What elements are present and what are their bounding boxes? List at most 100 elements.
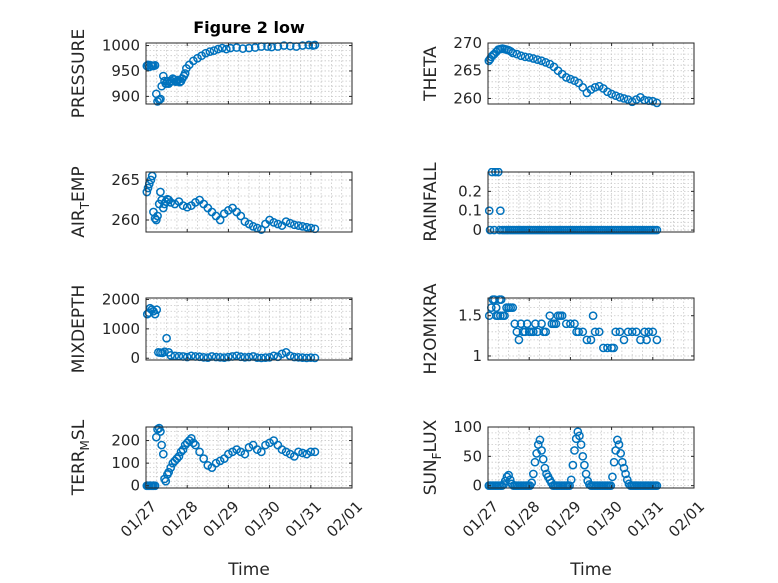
data-point: [609, 343, 619, 353]
data-point: [619, 463, 629, 473]
y-tick-label: 0: [472, 477, 482, 495]
x-tick-label: 01/30: [583, 498, 626, 541]
data-point: [508, 48, 518, 58]
data-point: [213, 44, 223, 54]
data-point: [615, 93, 625, 102]
grid-lines: [146, 298, 352, 360]
data-point: [310, 40, 320, 50]
data-point: [298, 222, 307, 231]
y-tick-label: 100: [111, 454, 140, 472]
data-point: [252, 353, 262, 362]
data-point: [500, 311, 509, 321]
y-tick-label: 50: [463, 447, 482, 465]
data-point: [294, 447, 303, 457]
data-point: [215, 215, 225, 225]
data-point: [648, 327, 658, 337]
x-tick-label: 01/29: [199, 498, 242, 541]
data-point: [615, 327, 625, 337]
data-point: [652, 481, 662, 490]
panel-rainfall: 00.1 0.2 RAINFALL: [421, 162, 695, 242]
panel-mixdepth: 0 1000 2000 MIXDEPTH: [69, 285, 353, 373]
data-point: [537, 319, 546, 329]
y-tick-label: 0: [472, 221, 482, 239]
data-point: [531, 319, 540, 329]
data-point: [232, 43, 241, 52]
data-point: [178, 445, 188, 454]
data-point: [240, 353, 250, 362]
x-tick-label: 01/31: [282, 498, 325, 541]
panel-pressure: 900 950 1000 PRESSURE Figure 2 low: [69, 18, 353, 118]
y-tick-label: 260: [111, 211, 140, 229]
data-point: [186, 351, 196, 361]
data-point: [648, 96, 658, 106]
x-tick-label: 01/29: [541, 498, 584, 541]
y-label-part: SL: [69, 419, 89, 440]
data-point: [304, 40, 314, 50]
grid-lines: [146, 43, 352, 104]
data-point: [541, 58, 551, 67]
data-series: [142, 423, 320, 491]
data-point: [611, 327, 621, 337]
data-point: [495, 225, 504, 235]
data-point: [528, 469, 538, 479]
data-point: [257, 225, 266, 234]
data-point: [619, 94, 629, 103]
data-point: [613, 435, 622, 445]
data-point: [289, 352, 299, 362]
data-point: [522, 319, 532, 329]
y-axis-label: RAINFALL: [421, 162, 441, 242]
data-point: [248, 222, 258, 231]
data-point: [244, 43, 254, 53]
axes-frame: [145, 42, 353, 105]
y-tick-label: 1000: [102, 37, 140, 55]
y-label-part: LUX: [421, 419, 441, 452]
data-point: [514, 335, 524, 345]
data-point: [199, 454, 209, 463]
data-point: [217, 43, 227, 53]
data-point: [156, 427, 165, 436]
data-point: [485, 225, 495, 235]
y-axis-label: PRESSURE: [69, 29, 89, 118]
data-point: [166, 463, 176, 473]
y-label-subscript: M: [78, 440, 92, 450]
data-point: [150, 61, 160, 70]
y-tick-label: 0: [130, 349, 140, 367]
data-point: [180, 69, 190, 78]
data-point: [150, 214, 160, 223]
panel-theta: 260 265 270 THETA: [421, 34, 695, 108]
axes-frame: [487, 42, 695, 105]
data-series: [484, 44, 662, 108]
axes-frame: [487, 171, 695, 233]
data-point: [164, 467, 174, 477]
data-point: [170, 351, 180, 361]
data-point: [158, 449, 168, 459]
y-axis-label: TERRMSL: [69, 419, 92, 496]
data-point: [565, 481, 574, 490]
data-point: [535, 435, 545, 445]
data-point: [277, 349, 287, 359]
data-point: [617, 457, 627, 467]
data-point: [512, 327, 522, 337]
data-point: [540, 463, 550, 473]
data-point: [527, 478, 537, 488]
x-tick-label: 01/27: [459, 498, 502, 541]
data-point: [162, 333, 171, 343]
data-point: [219, 353, 229, 362]
y-tick-label: 1000: [102, 320, 140, 338]
y-tick-label: 1: [472, 347, 482, 365]
data-point: [294, 353, 303, 362]
data-point: [570, 446, 579, 455]
data-point: [496, 295, 506, 304]
data-point: [611, 91, 621, 101]
data-point: [616, 449, 626, 458]
data-point: [510, 319, 520, 329]
data-point: [189, 438, 198, 448]
data-point: [306, 447, 316, 457]
y-tick-label: 200: [111, 432, 140, 450]
data-point: [537, 56, 546, 66]
panel-air-temp: 260 265 AIRTEMP: [69, 166, 353, 238]
y-tick-label: 100: [453, 418, 482, 436]
data-point: [244, 352, 254, 362]
data-point: [504, 303, 513, 313]
